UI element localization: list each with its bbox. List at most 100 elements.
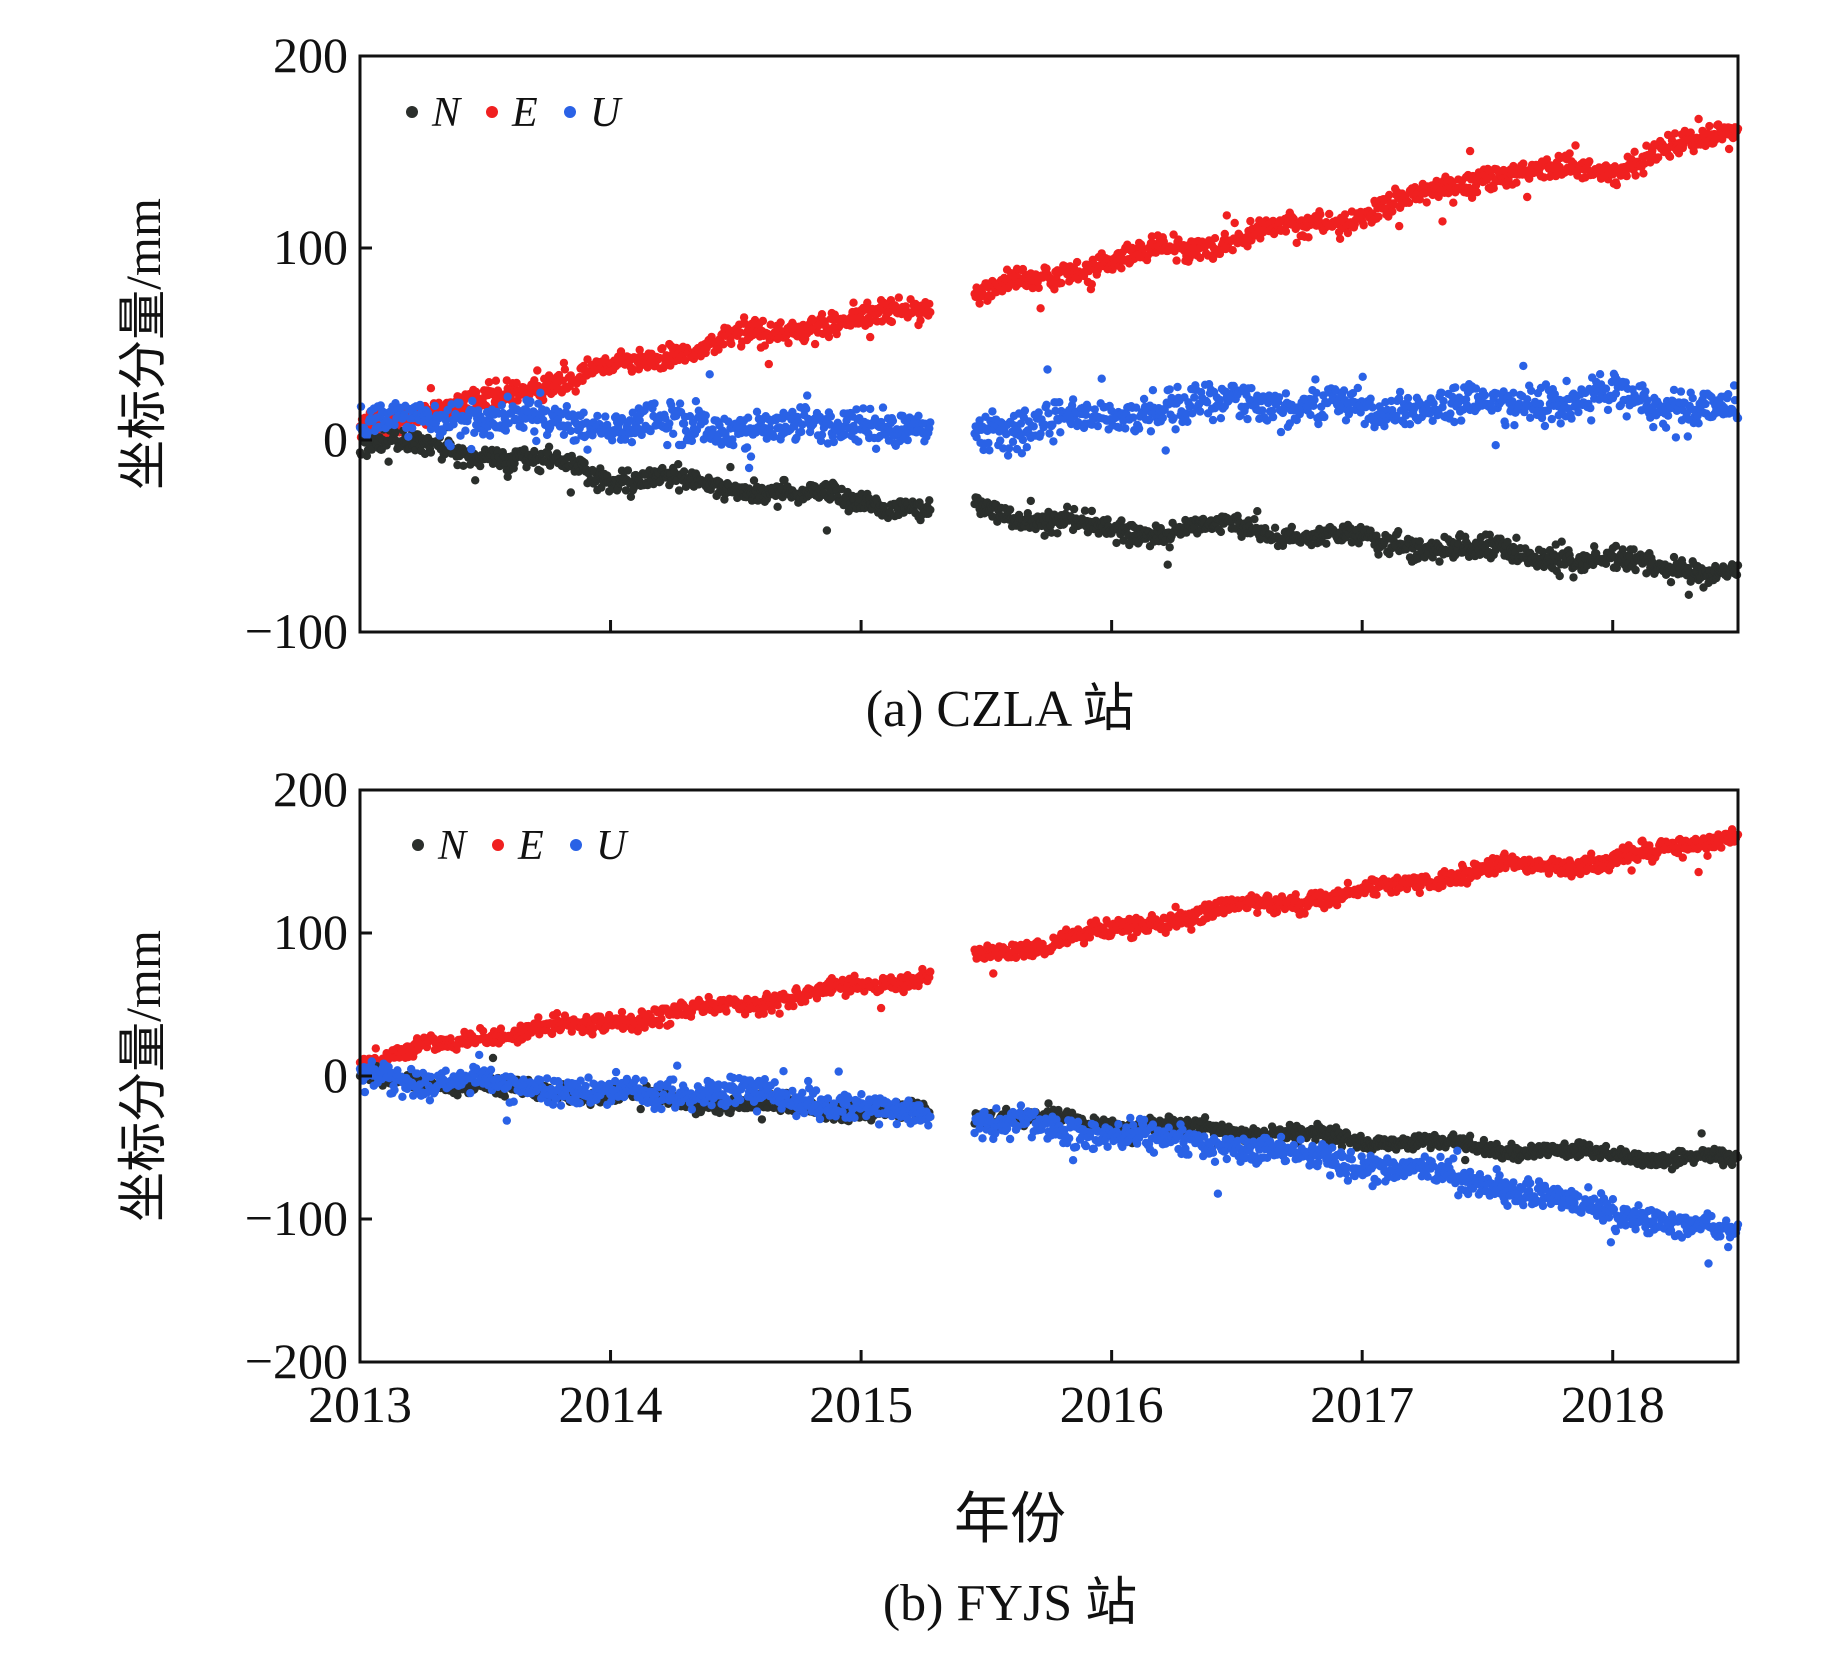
data-point [679,467,689,476]
data-point [481,401,491,410]
data-point [426,448,436,457]
data-point [1314,419,1323,429]
data-point [975,299,984,308]
data-point [1057,278,1066,288]
data-point [1274,393,1284,402]
data-point [719,340,728,349]
data-point [1512,533,1521,542]
data-point [1335,234,1345,243]
data-point [916,316,925,325]
data-point [1343,228,1353,238]
data-point [871,444,881,453]
data-point [1158,413,1168,423]
series-u-points [355,361,1743,473]
data-point [852,405,861,414]
data-point [1694,419,1703,428]
series-e-points [355,114,1743,447]
data-point [925,299,934,309]
data-point [1051,406,1060,416]
data-point [687,436,697,446]
data-point [1683,432,1693,441]
data-point [1020,406,1030,415]
data-point [1631,565,1640,575]
data-point [1132,403,1141,412]
data-point [534,1013,543,1022]
data-point [497,400,506,410]
data-point [512,378,521,388]
data-point [426,384,436,393]
data-point [1004,444,1014,453]
data-point [1040,420,1049,429]
data-point [1029,422,1038,431]
data-point [1045,429,1054,438]
data-point [1601,559,1611,568]
data-point [446,442,455,451]
data-point [1306,410,1315,420]
data-point [1519,361,1528,371]
data-point [1555,162,1564,172]
data-point [1268,412,1278,422]
data-point [1353,383,1363,393]
data-point [691,397,701,406]
legend-marker-u [564,106,576,118]
data-point [621,486,631,495]
data-point [530,427,539,436]
data-point [559,430,569,439]
data-point [1555,571,1564,581]
data-point [739,313,749,322]
data-point [629,483,638,493]
data-point [1034,283,1043,293]
data-point [1050,285,1059,294]
data-point [1215,395,1225,405]
data-point [1724,144,1734,154]
data-point [999,444,1008,453]
data-point [1040,531,1049,540]
series-n-points [355,421,1743,599]
data-point [1103,515,1112,524]
data-point [1449,198,1458,207]
data-point [669,429,678,438]
data-point [1684,590,1694,599]
data-point [1694,114,1703,124]
data-point [461,426,470,435]
data-point [926,308,935,317]
data-point [471,476,480,485]
legend-marker-n [406,106,418,118]
data-point [1394,527,1403,536]
y-tick-label: 0 [323,411,348,467]
data-point [1340,210,1350,219]
data-point [1705,121,1714,131]
data-point [1243,242,1252,251]
data-point [532,436,541,446]
data-point [1565,149,1574,158]
data-point [1148,386,1158,395]
data-point [829,437,838,447]
data-point [1080,506,1090,515]
data-point [601,412,610,421]
data-point [749,476,759,485]
data-point [1422,198,1431,207]
data-point [491,376,501,385]
data-point [1134,424,1144,433]
data-point [1182,409,1191,418]
data-point [1163,560,1172,569]
data-point [1063,502,1072,511]
data-point [1036,429,1045,438]
data-point [1183,417,1192,426]
data-point [617,414,627,423]
data-point [1034,408,1043,417]
data-point [674,486,684,495]
data-point [1654,153,1663,162]
data-point [1146,427,1156,436]
data-point [623,466,633,475]
data-point [1649,422,1658,432]
data-point [1665,152,1675,161]
legend-label-e: E [511,90,538,136]
data-point [1243,414,1252,424]
y-tick-label: 200 [273,27,348,83]
data-point [1405,420,1415,429]
data-point [1404,198,1414,207]
data-point [863,298,872,307]
